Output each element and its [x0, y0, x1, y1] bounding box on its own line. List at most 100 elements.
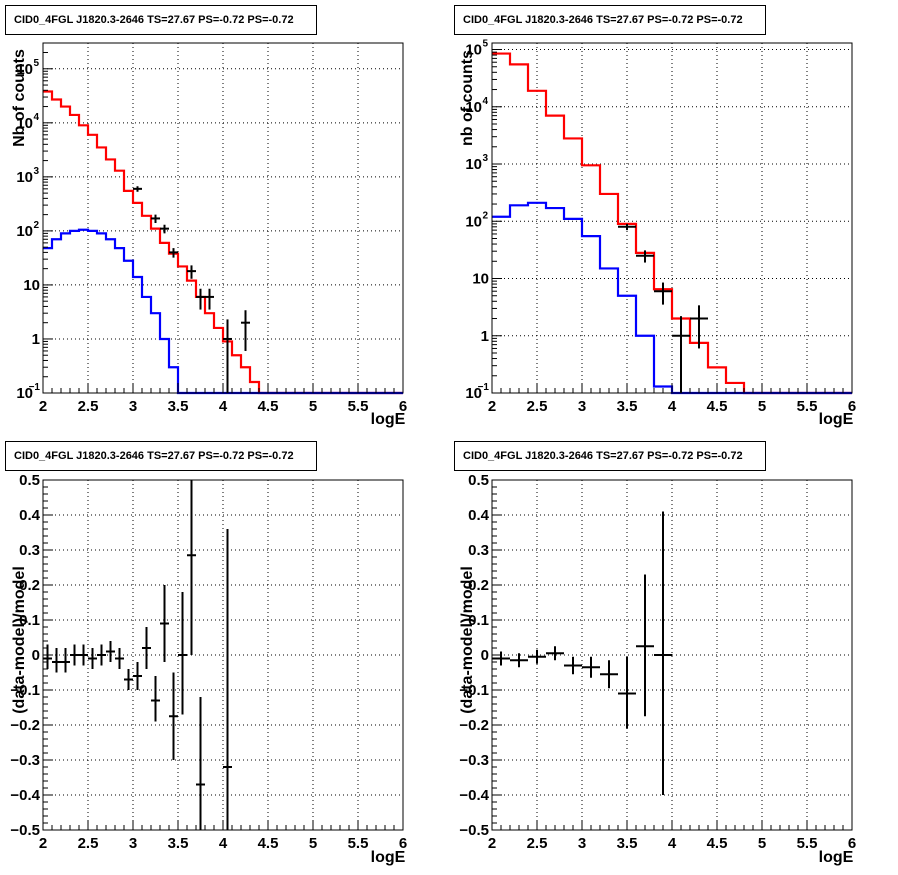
- data-point: [106, 641, 115, 662]
- data-point: [510, 653, 528, 668]
- data-point: [492, 651, 510, 666]
- x-tick-label: 6: [399, 398, 407, 415]
- x-axis-label: logE: [819, 411, 854, 428]
- y-tick-label: 10: [16, 169, 33, 186]
- x-tick-label: 5.5: [348, 835, 369, 852]
- data-point: [241, 310, 250, 351]
- y-tick-label: 10: [23, 277, 40, 294]
- x-tick-label: 4: [668, 835, 677, 852]
- data-point: [160, 224, 169, 234]
- y-tick-label: 0.1: [19, 612, 40, 629]
- y-tick-label: 10: [16, 61, 33, 78]
- x-tick-label: 3: [578, 398, 586, 415]
- x-axis-label: logE: [371, 411, 406, 428]
- data-point: [115, 648, 124, 669]
- y-tick-label: −0.3: [459, 752, 489, 769]
- y-tick-label: 0.2: [468, 577, 489, 594]
- data-point: [178, 592, 187, 715]
- y-tick-label: 0.5: [468, 472, 489, 489]
- y-tick-label: 0.5: [19, 472, 40, 489]
- y-tick-exponent: 3: [33, 166, 39, 177]
- y-tick-label: −0.1: [10, 682, 40, 699]
- y-tick-exponent: 2: [482, 210, 488, 221]
- y-tick-label: 0.3: [19, 542, 40, 559]
- y-tick-label: 0.1: [468, 612, 489, 629]
- y-tick-label: 1: [481, 328, 489, 345]
- x-tick-label: 2: [488, 835, 496, 852]
- data-point: [196, 697, 205, 830]
- x-tick-label: 5: [309, 835, 317, 852]
- chart-title: CID0_4FGL J1820.3-2646 TS=27.67 PS=-0.72…: [5, 441, 317, 471]
- x-tick-label: 4.5: [707, 398, 728, 415]
- data-point: [160, 585, 169, 662]
- x-tick-label: 2.5: [527, 835, 548, 852]
- x-tick-label: 2: [488, 398, 496, 415]
- y-tick-label: 10: [465, 385, 482, 402]
- x-tick-label: 5: [758, 398, 766, 415]
- y-tick-label: −0.4: [10, 787, 40, 804]
- x-tick-label: 4: [668, 398, 677, 415]
- data-point: [528, 649, 546, 664]
- chart-panel-3: 2 2.5 3 3.5 4 4.5 5 5.5 6 −0.5 −0.4 −0.3 −0.2 −0.1 0 0.…: [10, 472, 407, 866]
- y-tick-label: 0: [481, 647, 489, 664]
- y-axis-label: Nb of counts: [11, 49, 28, 147]
- x-tick-label: 5.5: [797, 398, 818, 415]
- x-tick-label: 5.5: [797, 835, 818, 852]
- x-tick-label: 6: [848, 398, 856, 415]
- data-point: [70, 644, 79, 666]
- x-tick-label: 3: [129, 835, 137, 852]
- data-point: [187, 480, 196, 655]
- x-tick-label: 2: [39, 835, 47, 852]
- data-point: [636, 250, 654, 263]
- y-tick-label: 0: [32, 647, 40, 664]
- data-point: [133, 662, 142, 690]
- y-axis-label: (data-model)/model: [11, 566, 28, 714]
- y-tick-label: 10: [465, 156, 482, 173]
- x-tick-label: 2.5: [78, 835, 99, 852]
- data-point: [546, 646, 564, 661]
- y-tick-label: −0.2: [10, 717, 40, 734]
- y-axis-label: (data-model)/model: [459, 566, 476, 714]
- x-tick-label: 2.5: [78, 398, 99, 415]
- x-tick-label: 3.5: [617, 835, 638, 852]
- y-tick-label: 10: [465, 99, 482, 116]
- data-point: [654, 282, 672, 305]
- data-point: [205, 288, 214, 310]
- x-tick-label: 4.5: [258, 835, 279, 852]
- y-tick-exponent: −1: [29, 382, 41, 393]
- data-point: [79, 644, 88, 666]
- x-tick-label: 3.5: [617, 398, 638, 415]
- data-point: [618, 223, 636, 231]
- data-point: [654, 511, 672, 795]
- x-tick-label: 5.5: [348, 398, 369, 415]
- data-point: [618, 656, 636, 729]
- data-point: [52, 648, 61, 673]
- data-point: [223, 529, 232, 830]
- x-tick-label: 5: [309, 398, 317, 415]
- y-tick-label: 10: [16, 223, 33, 240]
- data-point: [97, 644, 106, 666]
- data-point: [169, 248, 178, 258]
- x-tick-label: 2.5: [527, 398, 548, 415]
- y-tick-exponent: 4: [33, 112, 39, 123]
- x-tick-label: 6: [399, 835, 407, 852]
- y-tick-exponent: 5: [33, 58, 39, 69]
- x-tick-label: 3.5: [168, 398, 189, 415]
- x-tick-label: 4.5: [707, 835, 728, 852]
- x-axis-label: logE: [371, 849, 406, 866]
- data-point: [88, 648, 97, 669]
- y-axis-label: nb of counts: [459, 50, 476, 146]
- y-tick-label: 10: [465, 213, 482, 230]
- y-tick-label: 1: [32, 331, 40, 348]
- data-point: [564, 656, 582, 675]
- y-tick-label: 10: [16, 115, 33, 132]
- chart-title: CID0_4FGL J1820.3-2646 TS=27.67 PS=-0.72…: [454, 5, 766, 35]
- data-point: [690, 305, 708, 349]
- data-point: [636, 574, 654, 717]
- y-tick-label: −0.1: [459, 682, 489, 699]
- x-tick-label: 3: [129, 398, 137, 415]
- x-tick-label: 4: [219, 398, 228, 415]
- y-tick-label: 10: [465, 42, 482, 59]
